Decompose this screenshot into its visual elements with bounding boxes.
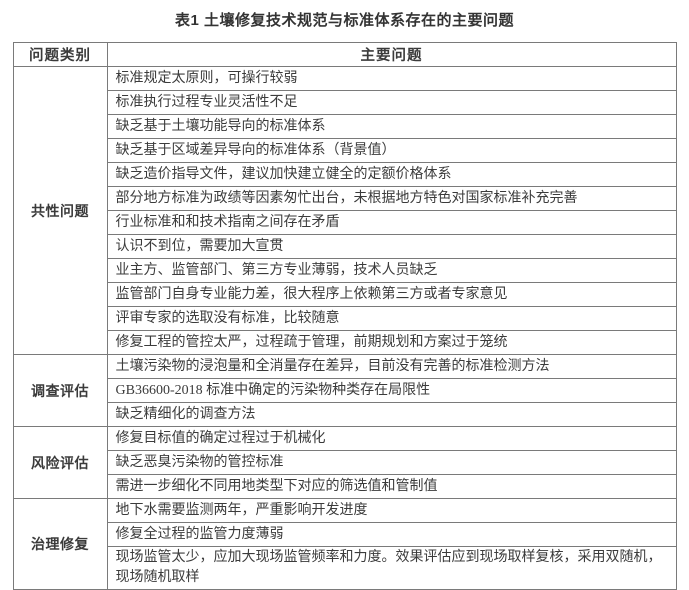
table-row: 认识不到位，需要加大宣贯: [13, 234, 677, 259]
issue-cell: 修复工程的管控太严，过程疏于管理，前期规划和方案过于笼统: [106, 330, 677, 355]
table-row: 部分地方标准为政绩等因素匆忙出台，未根据地方特色对国家标准补充完善: [13, 186, 677, 211]
table-row: 缺乏精细化的调查方法: [13, 402, 677, 427]
table-row: 缺乏恶臭污染物的管控标准: [13, 450, 677, 475]
table-row: 修复全过程的监管力度薄弱: [13, 522, 677, 547]
issue-cell: 缺乏基于土壤功能导向的标准体系: [106, 114, 677, 139]
issue-cell: 土壤污染物的浸泡量和全消量存在差异，目前没有完善的标准检测方法: [106, 354, 677, 379]
issues-table: 问题类别 主要问题 共性问题 标准规定太原则，可操行较弱 标准执行过程专业灵活性不足…: [12, 42, 677, 590]
table-body: 共性问题 标准规定太原则，可操行较弱 标准执行过程专业灵活性不足 缺乏基于土壤功能导向…: [12, 66, 677, 590]
issue-cell: 缺乏造价指导文件，建议加快建立健全的定额价格体系: [106, 162, 677, 187]
issue-cell: 缺乏基于区域差异导向的标准体系（背景值）: [106, 138, 677, 163]
table-row: 缺乏造价指导文件，建议加快建立健全的定额价格体系: [13, 162, 677, 187]
table-row: 风险评估 修复目标值的确定过程过于机械化: [12, 426, 677, 499]
table-row: 需进一步细化不同用地类型下对应的筛选值和管制值: [13, 474, 677, 499]
table-row: 监管部门自身专业能力差，很大程序上依赖第三方或者专家意见: [13, 282, 677, 307]
column-header-category: 问题类别: [12, 42, 108, 67]
table-row: 缺乏基于区域差异导向的标准体系（背景值）: [13, 138, 677, 163]
table-header: 问题类别 主要问题: [12, 42, 677, 67]
table-row: 治理修复 地下水需要监测两年，严重影响开发进度: [12, 498, 677, 590]
issue-cell: 现场监管太少，应加大现场监管频率和力度。效果评估应到现场取样复核，采用双随机，现…: [106, 546, 677, 590]
issue-cell: 修复全过程的监管力度薄弱: [106, 522, 677, 547]
category-cell: 调查评估: [12, 354, 108, 427]
issue-cell: 监管部门自身专业能力差，很大程序上依赖第三方或者专家意见: [106, 282, 677, 307]
issue-cell: 评审专家的选取没有标准，比较随意: [106, 306, 677, 331]
table-row: 缺乏基于土壤功能导向的标准体系: [13, 114, 677, 139]
table-row: 行业标准和和技术指南之间存在矛盾: [13, 210, 677, 235]
category-cell: 风险评估: [12, 426, 108, 499]
issue-cell: 缺乏精细化的调查方法: [106, 402, 677, 427]
issue-cell: GB36600-2018 标准中确定的污染物种类存在局限性: [106, 378, 677, 403]
issue-cell: 部分地方标准为政绩等因素匆忙出台，未根据地方特色对国家标准补充完善: [106, 186, 677, 211]
table-row: 现场监管太少，应加大现场监管频率和力度。效果评估应到现场取样复核，采用双随机，现…: [13, 546, 677, 590]
table-row: 评审专家的选取没有标准，比较随意: [13, 306, 677, 331]
table-row: 共性问题 标准规定太原则，可操行较弱: [12, 66, 677, 355]
issue-cell: 业主方、监管部门、第三方专业薄弱，技术人员缺乏: [106, 258, 677, 283]
column-header-main-issues: 主要问题: [106, 42, 677, 67]
table-row: 调查评估 土壤污染物的浸泡量和全消量存在差异，目前没有完善的标准检测方法: [12, 354, 677, 427]
issue-cell: 地下水需要监测两年，严重影响开发进度: [106, 498, 677, 523]
page-title: 表1 土壤修复技术规范与标准体系存在的主要问题: [174, 12, 514, 29]
header-row: 问题类别 主要问题: [12, 42, 677, 67]
category-cell: 共性问题: [12, 66, 108, 355]
table-row: 修复工程的管控太严，过程疏于管理，前期规划和方案过于笼统: [13, 330, 677, 355]
issue-cell: 修复目标值的确定过程过于机械化: [106, 426, 677, 451]
issue-cell: 标准执行过程专业灵活性不足: [106, 90, 677, 115]
issue-cell: 行业标准和和技术指南之间存在矛盾: [106, 210, 677, 235]
table-row: 标准执行过程专业灵活性不足: [13, 90, 677, 115]
issue-cell: 缺乏恶臭污染物的管控标准: [106, 450, 677, 475]
category-cell: 治理修复: [12, 498, 108, 590]
issue-cell: 需进一步细化不同用地类型下对应的筛选值和管制值: [106, 474, 677, 499]
issue-cell: 标准规定太原则，可操行较弱: [106, 66, 677, 91]
issue-cell: 认识不到位，需要加大宣贯: [106, 234, 677, 259]
table-row: 业主方、监管部门、第三方专业薄弱，技术人员缺乏: [13, 258, 677, 283]
table-row: GB36600-2018 标准中确定的污染物种类存在局限性: [13, 378, 677, 403]
